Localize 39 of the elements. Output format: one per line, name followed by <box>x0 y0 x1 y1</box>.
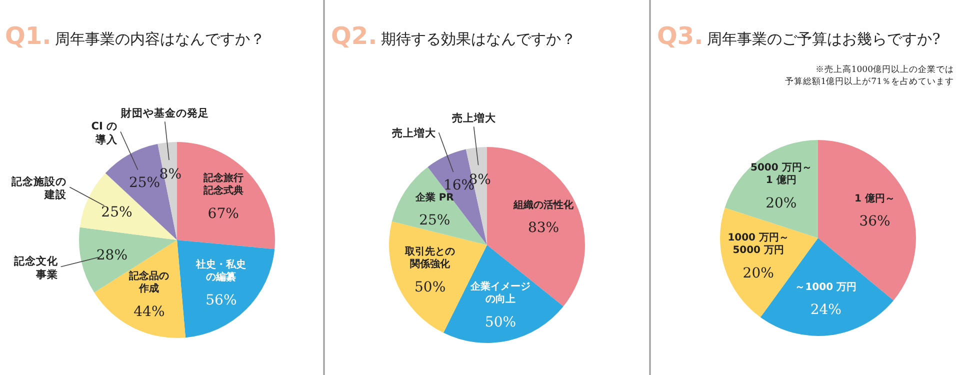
slice-label: ～1000 万円 <box>795 282 857 294</box>
data-label: 83% <box>528 220 560 236</box>
slice-label: 財団や基金の発足 <box>120 106 209 120</box>
slice-label: 記念文化事業 <box>12 254 59 281</box>
data-label: 50% <box>484 314 516 330</box>
data-label: 67% <box>208 206 239 222</box>
slice-label: 取引先との関係強化 <box>404 245 456 270</box>
slice-label: 組織の活性化 <box>512 198 575 211</box>
chart-title: Q3.周年事業のご予算はお幾らですか? <box>657 22 940 50</box>
pie-slice <box>94 240 186 338</box>
data-label: 28% <box>96 247 128 264</box>
slice-label: 売上増大 <box>392 126 437 140</box>
slice-label: 1000 万円～5000 万円 <box>728 232 790 256</box>
data-label: 44% <box>134 304 165 320</box>
slice-label: 記念品の作成 <box>128 270 170 295</box>
data-label: 8% <box>159 166 182 183</box>
data-label: 56% <box>206 292 237 308</box>
data-label: 25% <box>101 204 132 221</box>
text: ※売上高1000億円以上の企業では予算総額1億円以上が71％を占めています <box>784 64 954 87</box>
data-label: 25% <box>419 212 450 229</box>
slice-label: 記念旅行記念式典 <box>202 172 244 196</box>
data-label: 24% <box>810 302 842 318</box>
pie-slice <box>79 227 177 292</box>
chart-title: Q1.周年事業の内容はなんですか？ <box>5 22 266 50</box>
slice-label: 1 億円～ <box>854 192 895 204</box>
slice-label: 記念施設の建設 <box>10 175 68 202</box>
slice-label: 売上増大 <box>452 112 497 125</box>
chart-title: Q2.期待する効果はなんですか？ <box>331 22 576 50</box>
data-label: 36% <box>859 213 890 230</box>
slice-label: 社史・私史の編纂 <box>195 258 246 283</box>
data-label: 25% <box>128 174 160 191</box>
data-label: 20% <box>742 265 774 282</box>
data-label: 20% <box>766 195 797 212</box>
slice-label: 企業イメージの向上 <box>469 280 530 305</box>
slice-label: 5000 万円～1 億円 <box>750 162 812 186</box>
slice-label: 企業 PR <box>414 192 454 204</box>
pie-slice <box>177 240 275 338</box>
slice-label: CI の導入 <box>91 120 119 146</box>
data-label: 50% <box>414 279 446 296</box>
